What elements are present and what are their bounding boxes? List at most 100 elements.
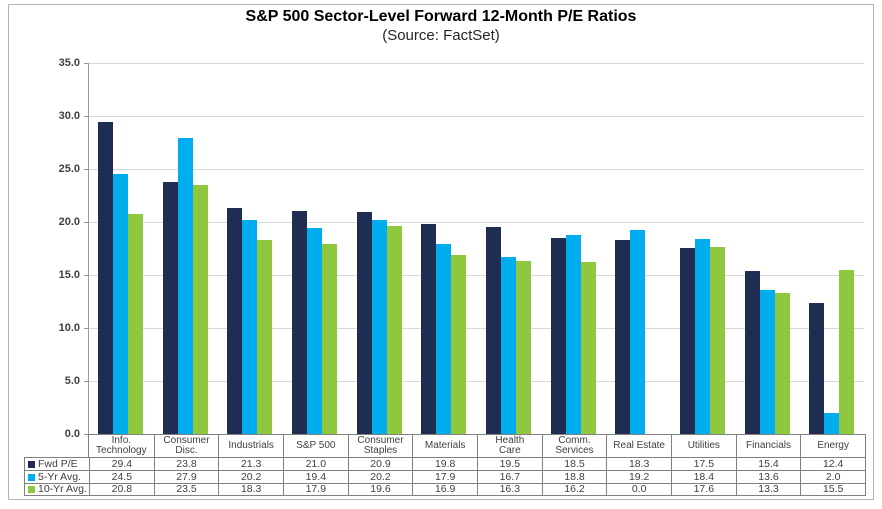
table-value-cell: 29.4: [89, 458, 154, 471]
bar-group: [411, 63, 476, 434]
category-header-cell: Materials: [412, 435, 477, 457]
table-value-cell: 20.8: [89, 482, 154, 496]
category-header-cell: Health Care: [476, 435, 542, 457]
gridline: [88, 116, 864, 117]
legend-color-swatch-icon: [28, 460, 35, 468]
bar: [192, 185, 208, 434]
legend-cell: 5-Yr Avg.: [25, 470, 89, 483]
gridline: [88, 222, 864, 223]
table-value-cell: 20.2: [218, 470, 283, 483]
bar: [824, 413, 840, 434]
table-value-cell: 16.2: [541, 482, 607, 496]
legend-color-swatch-icon: [28, 485, 35, 493]
plot-area: [88, 63, 864, 434]
table-value-cell: 16.7: [476, 470, 542, 483]
table-value-cell: 18.5: [541, 458, 607, 471]
legend-cell: 10-Yr Avg.: [25, 482, 89, 496]
y-axis-tick: [84, 116, 89, 117]
category-header-cell: S&P 500: [282, 435, 348, 457]
category-header-cell: Consumer Disc.: [153, 435, 219, 457]
bar: [321, 244, 337, 434]
bar: [436, 244, 452, 434]
bar-group: [670, 63, 735, 434]
legend-color-swatch-icon: [28, 473, 35, 481]
bar-group: [735, 63, 800, 434]
category-header-cell: Info. Technology: [96, 435, 147, 456]
legend-label: 10-Yr Avg.: [38, 483, 87, 496]
bar-group: [605, 63, 670, 434]
category-header-cell: Utilities: [670, 435, 736, 457]
table-value-cell: 19.5: [476, 458, 542, 471]
bar: [774, 293, 790, 434]
table-value-cell: 23.5: [153, 482, 219, 496]
table-value-cell: 19.6: [347, 482, 413, 496]
bar: [257, 240, 273, 434]
bar-group: [347, 63, 412, 434]
bar-group: [476, 63, 541, 434]
bar: [112, 174, 128, 434]
gridline: [88, 63, 864, 64]
y-axis-tick-label: 5.0: [64, 375, 80, 387]
y-axis-tick: [84, 222, 89, 223]
bar: [500, 257, 516, 434]
legend-label: Fwd P/E: [38, 458, 78, 471]
bar: [550, 238, 566, 434]
chart-subtitle: (Source: FactSet): [382, 27, 500, 44]
legend-cell: Fwd P/E: [25, 458, 89, 470]
data-table-header-row: Info. Technology Consumer Disc. Industrial…: [88, 434, 866, 458]
bar: [386, 226, 402, 434]
table-value-cell: 15.4: [735, 458, 801, 471]
bar-group: [153, 63, 218, 434]
chart-title: S&P 500 Sector-Level Forward 12-Month P/…: [245, 8, 637, 25]
bar-group: [541, 63, 606, 434]
bar: [177, 138, 193, 434]
y-axis-tick-label: 0.0: [64, 428, 80, 440]
table-value-cell: 19.8: [412, 458, 477, 471]
y-axis-tick: [84, 434, 89, 435]
gridline: [88, 169, 864, 170]
table-value-cell: 18.3: [218, 482, 283, 496]
table-value-cell: 16.9: [412, 482, 477, 496]
table-value-cell: 18.4: [670, 470, 736, 483]
gridline: [88, 381, 864, 382]
bar-group: [217, 63, 282, 434]
category-header-cell: Consumer Staples: [347, 435, 413, 457]
table-value-cell: 13.6: [735, 470, 801, 483]
y-axis-tick-label: 25.0: [58, 163, 80, 175]
category-header-cell: Financials: [735, 435, 801, 457]
y-axis-tick-label: 35.0: [58, 57, 80, 69]
y-axis-tick-label: 15.0: [58, 269, 80, 281]
bar: [709, 247, 725, 434]
bar-group: [88, 63, 153, 434]
bar: [485, 227, 501, 434]
table-value-cell: 20.9: [347, 458, 413, 471]
bar: [744, 271, 760, 434]
table-value-cell: 13.3: [735, 482, 801, 496]
y-axis-tick: [84, 169, 89, 170]
table-value-cell: 16.3: [476, 482, 542, 496]
bar: [615, 240, 631, 434]
bar-group: [282, 63, 347, 434]
y-axis-tick-label: 10.0: [58, 322, 80, 334]
y-axis-tick: [84, 328, 89, 329]
table-value-cell: 17.9: [412, 470, 477, 483]
bar-group: [799, 63, 864, 434]
y-axis-line: [88, 63, 89, 435]
bar: [291, 211, 307, 434]
y-axis-tick-label: 30.0: [58, 110, 80, 122]
bar: [679, 248, 695, 434]
bar: [694, 239, 710, 434]
bar: [580, 262, 596, 434]
table-value-cell: 17.6: [670, 482, 736, 496]
table-value-cell: 17.9: [282, 482, 348, 496]
table-value-cell: 20.2: [347, 470, 413, 483]
bar: [306, 228, 322, 434]
bar: [809, 303, 825, 434]
bar: [630, 230, 646, 434]
bar: [356, 212, 372, 434]
bar: [127, 214, 143, 434]
bar: [515, 261, 531, 434]
table-value-cell: 24.5: [89, 470, 154, 483]
legend-label: 5-Yr Avg.: [38, 471, 81, 483]
bars-layer: [88, 63, 864, 434]
